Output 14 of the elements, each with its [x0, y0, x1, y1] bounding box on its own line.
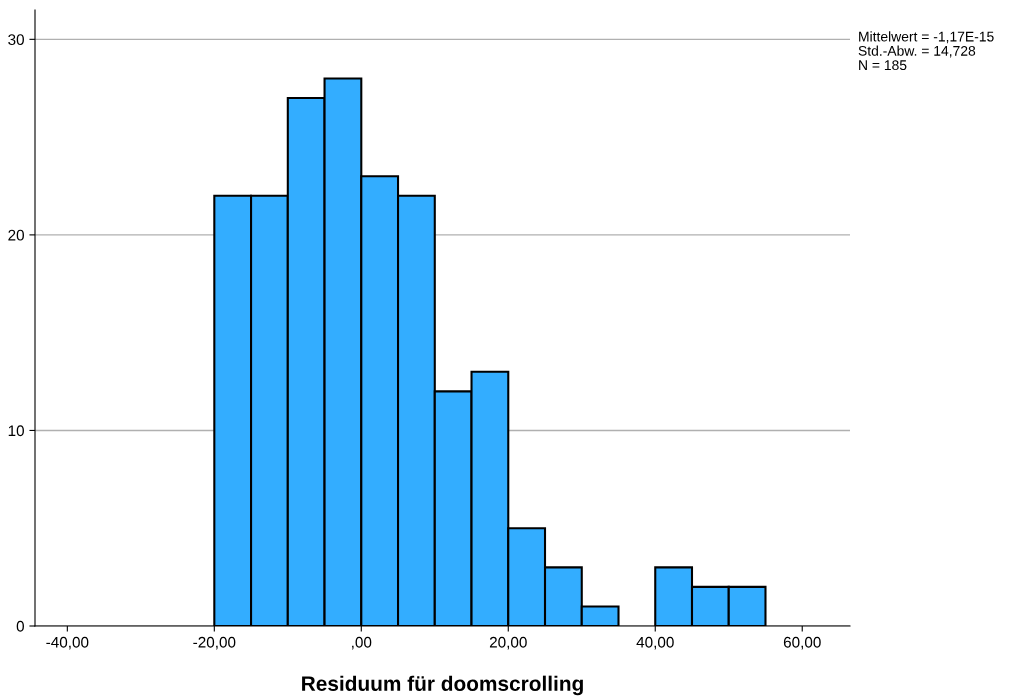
x-tick-label: 40,00 — [636, 636, 674, 650]
x-tick-label: 20,00 — [489, 636, 527, 650]
text: Std.-Abw. = 14,728 — [858, 45, 976, 58]
x-tick-label: 60,00 — [783, 636, 821, 650]
x-tick-label: -40,00 — [46, 636, 89, 650]
x-tick-label: -20,00 — [193, 636, 236, 650]
text: Mittelwert = -1,17E-15 — [859, 31, 994, 44]
y-tick-label: 30 — [8, 34, 24, 46]
x-axis-title: Residuum für doomscrolling — [302, 675, 583, 696]
y-tick-label: 0 — [16, 620, 24, 632]
x-tick-label: ,00 — [352, 636, 372, 650]
y-tick-label: 10 — [8, 425, 24, 437]
y-tick-label: 20 — [8, 229, 24, 241]
text: N = 185 — [859, 60, 907, 71]
